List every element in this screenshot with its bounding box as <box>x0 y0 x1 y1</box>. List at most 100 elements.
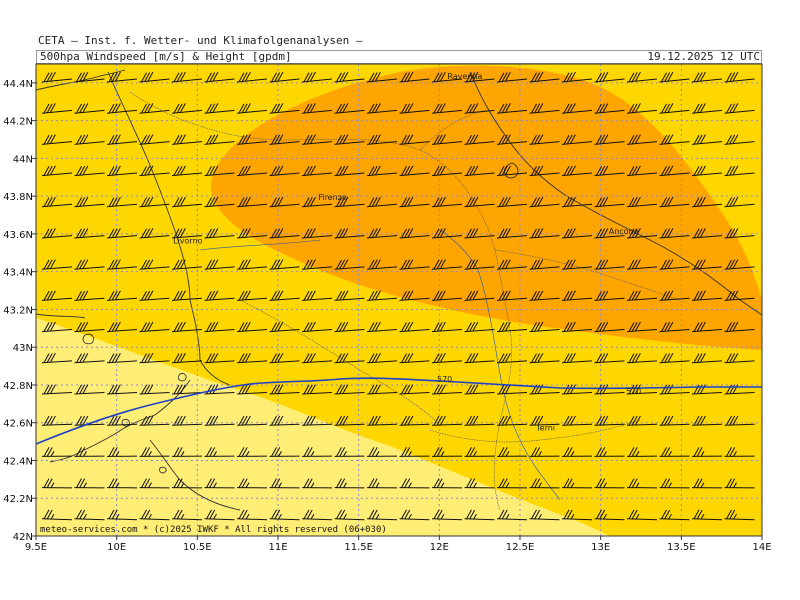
wind-barb <box>399 384 430 395</box>
wind-barb <box>74 321 105 333</box>
wind-barb <box>659 259 690 270</box>
wind-barb <box>236 509 268 521</box>
wind-barb <box>140 541 170 551</box>
wind-barb <box>301 71 333 83</box>
wind-barb <box>496 415 528 426</box>
wind-barb <box>106 71 138 83</box>
wind-barb <box>269 103 300 114</box>
wind-barb <box>594 478 625 489</box>
wind-barb <box>366 509 398 521</box>
wind-barb <box>106 321 138 333</box>
wind-barb <box>626 509 658 521</box>
wind-barb <box>496 259 528 270</box>
wind-barb <box>41 353 73 364</box>
wind-barb <box>594 509 625 521</box>
wind-barb <box>139 415 170 426</box>
wind-barb <box>626 228 658 239</box>
wind-barb <box>431 353 463 364</box>
wind-barb <box>301 353 333 364</box>
borders <box>129 91 681 511</box>
plot-frame <box>35 63 763 537</box>
wind-barb <box>302 541 332 551</box>
wind-barb <box>496 228 528 239</box>
wind-barb <box>171 196 203 208</box>
wind-barb <box>171 165 203 177</box>
wind-barb <box>334 103 365 114</box>
wind-barb <box>659 290 690 301</box>
wind-barb <box>659 196 690 208</box>
wind-barb <box>399 353 430 364</box>
wind-barb <box>464 384 495 395</box>
wind-barb <box>724 478 755 489</box>
wind-barb <box>464 321 495 333</box>
wind-barb <box>74 196 105 208</box>
wind-barb <box>431 228 463 239</box>
y-tick-label: 43.8N <box>3 192 33 203</box>
wind-barb <box>74 447 105 457</box>
wind-barb <box>74 415 105 426</box>
wind-barb <box>399 134 430 145</box>
wind-barb <box>41 259 73 270</box>
wind-barb <box>41 196 73 208</box>
wind-barb <box>724 509 755 521</box>
wind-barb <box>204 447 235 457</box>
wind-barb <box>334 134 365 145</box>
y-tick-label: 42.4N <box>3 456 33 467</box>
height-contour-570 <box>36 377 762 445</box>
wind-barb <box>334 509 365 521</box>
wind-barb <box>561 447 593 457</box>
y-tick-label: 42N <box>13 532 33 543</box>
wind-barb <box>464 353 495 364</box>
wind-barb <box>399 103 430 114</box>
city-label: Ancona <box>609 227 639 236</box>
wind-barb <box>334 71 365 83</box>
y-tick-label: 43.6N <box>3 230 33 241</box>
x-tick-label: 12E <box>430 542 449 553</box>
wind-barb <box>626 415 658 426</box>
wind-barb <box>594 447 625 457</box>
wind-barb <box>301 196 333 208</box>
wind-barb <box>236 415 268 426</box>
wind-barb <box>399 228 430 239</box>
wind-barb <box>594 384 625 395</box>
y-tick-label: 44.4N <box>3 79 33 90</box>
wind-barb <box>171 228 203 239</box>
wind-barb <box>269 228 300 239</box>
wind-barb <box>204 259 235 270</box>
x-tick-label: 13.5E <box>667 542 696 553</box>
wind-barb <box>529 290 560 301</box>
wind-barb <box>691 259 723 270</box>
wind-barb <box>269 290 300 301</box>
wind-barb <box>334 353 365 364</box>
wind-barb <box>334 196 365 208</box>
x-tick-label: 9.5E <box>25 542 47 553</box>
wind-barb <box>171 384 203 395</box>
wind-barb <box>366 196 398 208</box>
wind-barb <box>139 478 170 489</box>
wind-barb <box>236 447 268 457</box>
wind-barb <box>41 103 73 114</box>
wind-barb <box>431 478 463 489</box>
wind-barb <box>366 478 398 489</box>
wind-barb <box>529 134 560 145</box>
wind-barb <box>691 415 723 426</box>
wind-barb <box>496 447 528 457</box>
wind-barb <box>496 353 528 364</box>
wind-barb <box>659 103 690 114</box>
wind-barb <box>691 509 723 521</box>
wind-barb <box>139 165 170 177</box>
city-label: Livorno <box>173 236 203 245</box>
wind-barb <box>529 71 560 83</box>
wind-barb <box>594 134 625 145</box>
wind-barb <box>561 165 593 177</box>
wind-barb <box>399 447 430 457</box>
wind-barb <box>366 228 398 239</box>
wind-barb <box>74 509 105 521</box>
wind-barb <box>431 165 463 177</box>
wind-barb <box>464 165 495 177</box>
wind-barb <box>691 447 723 457</box>
wind-barb <box>561 415 593 426</box>
wind-barb <box>74 71 105 83</box>
wind-barb <box>204 353 235 364</box>
chart-title: CETA – Inst. f. Wetter- und Klimafolgena… <box>38 34 363 47</box>
